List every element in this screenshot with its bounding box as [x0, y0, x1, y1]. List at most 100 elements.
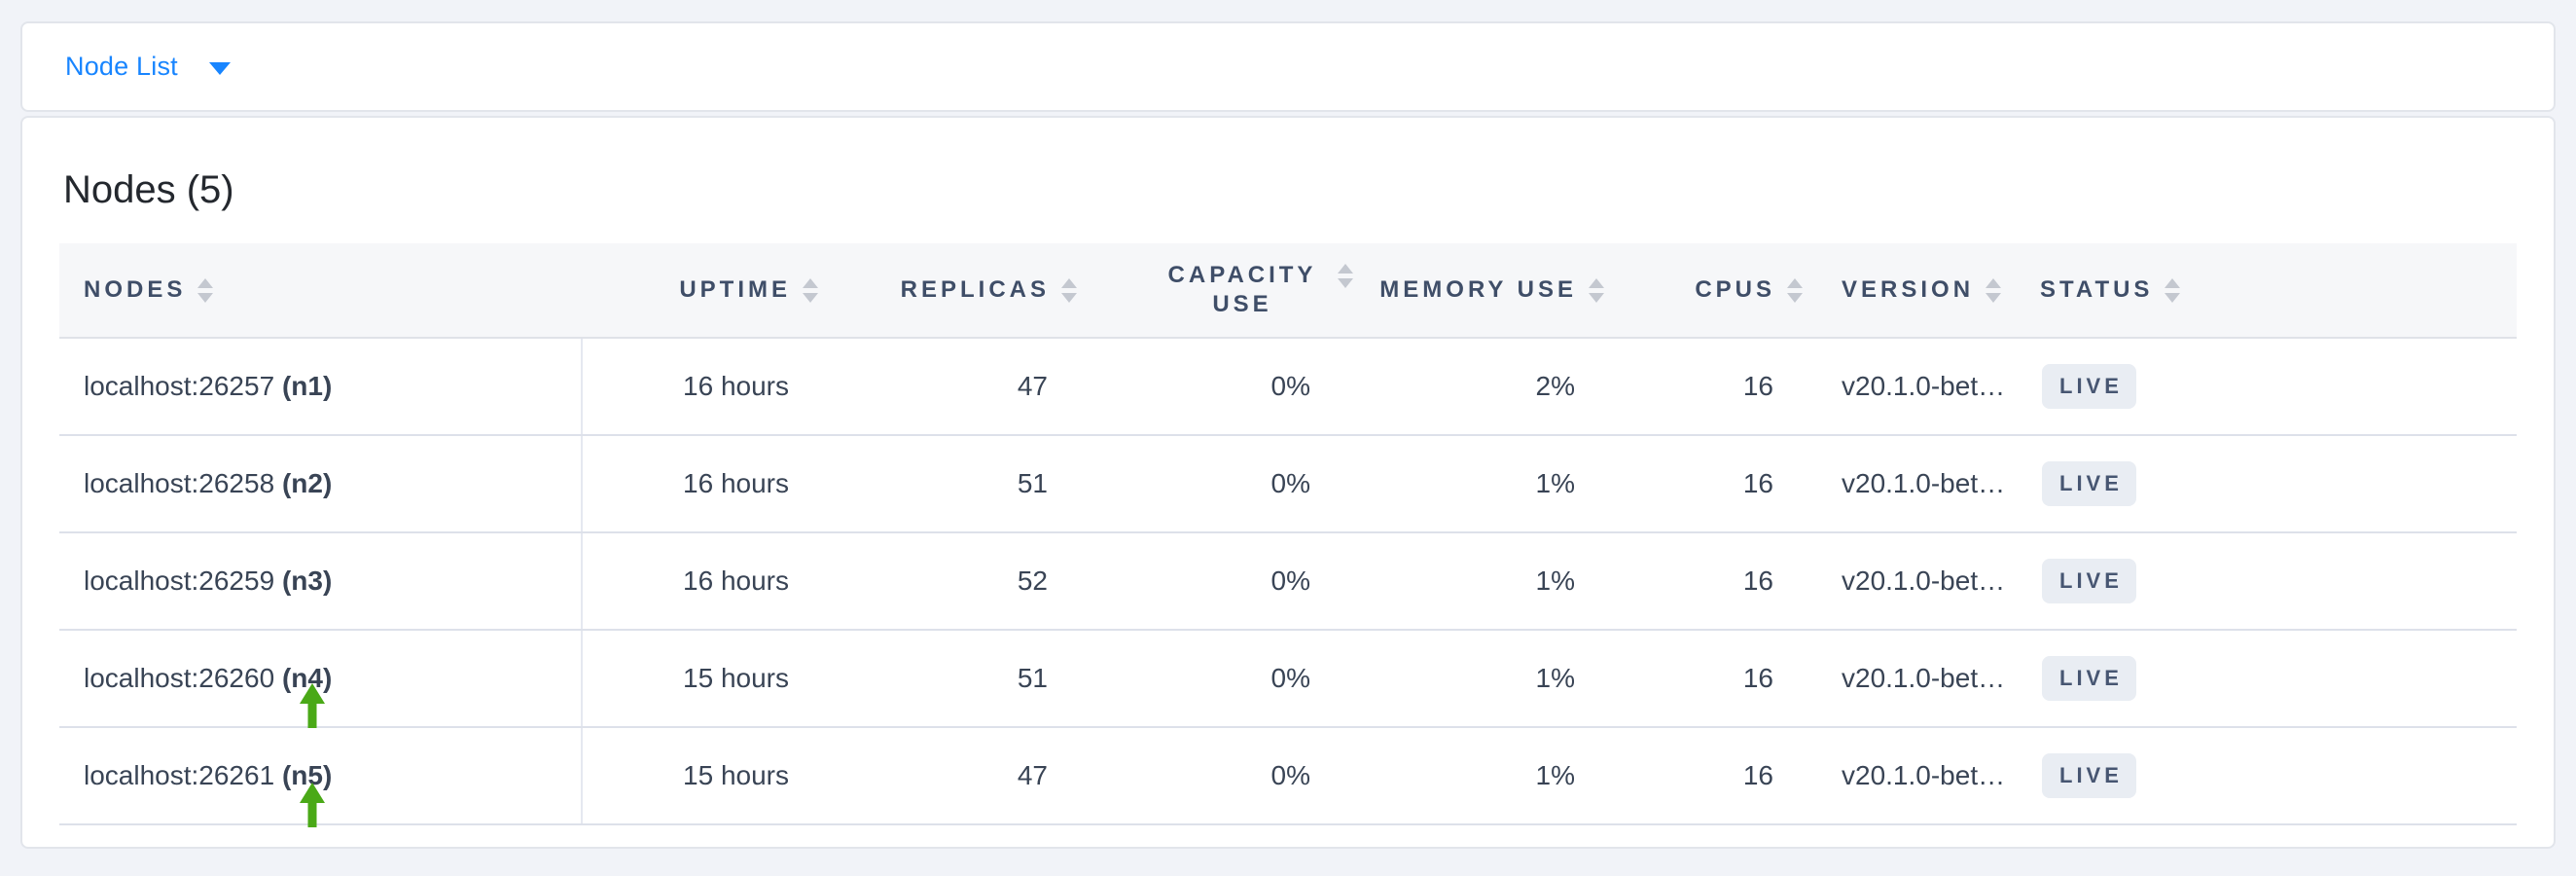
status-badge: LIVE: [2042, 559, 2136, 603]
cell-uptime: 15 hours: [582, 727, 818, 825]
sort-up-icon: [1338, 264, 1353, 274]
node-list-dropdown-label: Node List: [65, 52, 178, 81]
cell-version: v20.1.0-bet…: [1803, 630, 2032, 728]
cell-nodes: localhost:26259 (n3): [59, 532, 583, 631]
column-label-capacity_use: CAPACITY USE: [1167, 262, 1317, 317]
chevron-down-icon: [208, 62, 231, 75]
cell-nodes: localhost:26260 (n4): [59, 630, 583, 728]
status-badge: LIVE: [2042, 461, 2136, 506]
cell-capacity_use: 0%: [1077, 630, 1353, 728]
node-id: (n2): [281, 468, 333, 498]
cell-version: v20.1.0-bet…: [1803, 435, 2032, 533]
sort-down-icon: [2165, 292, 2181, 303]
annotation-arrow-n4: [300, 683, 325, 728]
nodes-panel: Nodes (5) NODES UPTIME REPLICAS CAPACITY US…: [20, 116, 2556, 849]
cell-cpus: 16: [1604, 435, 1803, 533]
cell-capacity_use: 0%: [1077, 532, 1353, 631]
cell-nodes: localhost:26258 (n2): [59, 435, 583, 533]
column-label-nodes: NODES: [84, 276, 187, 303]
node-id: (n5): [281, 760, 333, 790]
page-title: Nodes (5): [63, 168, 234, 211]
sort-down-icon: [1061, 292, 1077, 303]
sort-up-icon: [1787, 277, 1803, 288]
status-badge: LIVE: [2042, 364, 2136, 409]
node-id: (n3): [281, 566, 333, 596]
cell-memory_use: 2%: [1353, 338, 1604, 436]
cell-version: v20.1.0-bet…: [1803, 727, 2032, 825]
cell-uptime: 16 hours: [582, 338, 818, 436]
cell-cpus: 16: [1604, 338, 1803, 436]
column-label-cpus: CPUS: [1695, 276, 1775, 303]
cell-status: LIVE: [2032, 727, 2517, 825]
column-header-memory_use[interactable]: MEMORY USE: [1353, 243, 1604, 339]
column-header-nodes[interactable]: NODES: [59, 243, 582, 339]
cell-memory_use: 1%: [1353, 532, 1604, 631]
node-address: localhost:26260: [84, 663, 282, 693]
cell-cpus: 16: [1604, 532, 1803, 631]
column-header-version[interactable]: VERSION: [1803, 243, 2032, 339]
sort-down-icon: [1787, 292, 1803, 303]
sort-up-icon: [803, 277, 818, 288]
node-row[interactable]: localhost:26259 (n3) 16 hours 52 0% 1% 16 v20.…: [59, 532, 2517, 631]
cell-replicas: 47: [818, 727, 1077, 825]
node-id: (n4): [281, 663, 333, 693]
cell-status: LIVE: [2032, 435, 2517, 533]
sort-up-icon: [1061, 277, 1077, 288]
sort-icon[interactable]: [1589, 277, 1604, 303]
sort-icon[interactable]: [197, 277, 214, 303]
sort-down-icon: [1589, 292, 1604, 303]
node-address: localhost:26261: [84, 760, 282, 790]
cell-status: LIVE: [2032, 338, 2517, 436]
sort-down-icon: [197, 292, 214, 303]
status-badge: LIVE: [2042, 656, 2136, 701]
sort-icon[interactable]: [803, 277, 818, 303]
sort-icon[interactable]: [1986, 277, 2002, 303]
cell-replicas: 52: [818, 532, 1077, 631]
cell-status: LIVE: [2032, 630, 2517, 728]
node-row[interactable]: localhost:26261 (n5) 15 hours 47 0% 1% 16 v20.…: [59, 727, 2517, 825]
node-address: localhost:26257: [84, 371, 282, 401]
node-row[interactable]: localhost:26258 (n2) 16 hours 51 0% 1% 16 v20.…: [59, 435, 2517, 533]
sort-down-icon: [1986, 292, 2002, 303]
cell-capacity_use: 0%: [1077, 435, 1353, 533]
sort-up-icon: [1589, 277, 1604, 288]
column-header-replicas[interactable]: REPLICAS: [818, 243, 1077, 339]
sort-down-icon: [1338, 278, 1353, 288]
annotation-arrow-n5: [300, 783, 325, 827]
cell-memory_use: 1%: [1353, 435, 1604, 533]
sort-icon[interactable]: [1061, 277, 1077, 303]
cell-uptime: 16 hours: [582, 435, 818, 533]
sort-up-icon: [2165, 277, 2181, 288]
node-address: localhost:26258: [84, 468, 282, 498]
sort-icon[interactable]: [1338, 264, 1353, 288]
column-header-cpus[interactable]: CPUS: [1604, 243, 1803, 339]
sort-icon[interactable]: [2165, 277, 2181, 303]
cell-nodes: localhost:26257 (n1): [59, 338, 583, 436]
cell-status: LIVE: [2032, 532, 2517, 631]
cell-capacity_use: 0%: [1077, 727, 1353, 825]
column-header-status[interactable]: STATUS: [2032, 243, 2517, 339]
cell-replicas: 47: [818, 338, 1077, 436]
node-list-dropdown[interactable]: Node List: [65, 52, 231, 82]
column-label-version: VERSION: [1842, 276, 1975, 303]
node-id: (n1): [281, 371, 333, 401]
cell-cpus: 16: [1604, 630, 1803, 728]
column-label-replicas: REPLICAS: [900, 276, 1050, 303]
column-label-uptime: UPTIME: [679, 276, 791, 303]
column-header-capacity_use[interactable]: CAPACITY USE: [1077, 243, 1353, 339]
nodes-table: NODES UPTIME REPLICAS CAPACITY USE MEMORY US…: [59, 243, 2517, 825]
cell-uptime: 16 hours: [582, 532, 818, 631]
cell-cpus: 16: [1604, 727, 1803, 825]
node-row[interactable]: localhost:26260 (n4) 15 hours 51 0% 1% 16 v20.…: [59, 630, 2517, 728]
node-row[interactable]: localhost:26257 (n1) 16 hours 47 0% 2% 16 v20.…: [59, 338, 2517, 436]
cell-uptime: 15 hours: [582, 630, 818, 728]
node-table-body: localhost:26257 (n1) 16 hours 47 0% 2% 16 v20.…: [59, 338, 2517, 825]
sort-up-icon: [1986, 277, 2002, 288]
column-header-uptime[interactable]: UPTIME: [582, 243, 818, 339]
sort-down-icon: [803, 292, 818, 303]
cell-version: v20.1.0-bet…: [1803, 338, 2032, 436]
sort-icon[interactable]: [1787, 277, 1803, 303]
column-label-memory_use: MEMORY USE: [1379, 276, 1577, 303]
header-row: NODES UPTIME REPLICAS CAPACITY USE MEMORY US…: [59, 243, 2517, 339]
